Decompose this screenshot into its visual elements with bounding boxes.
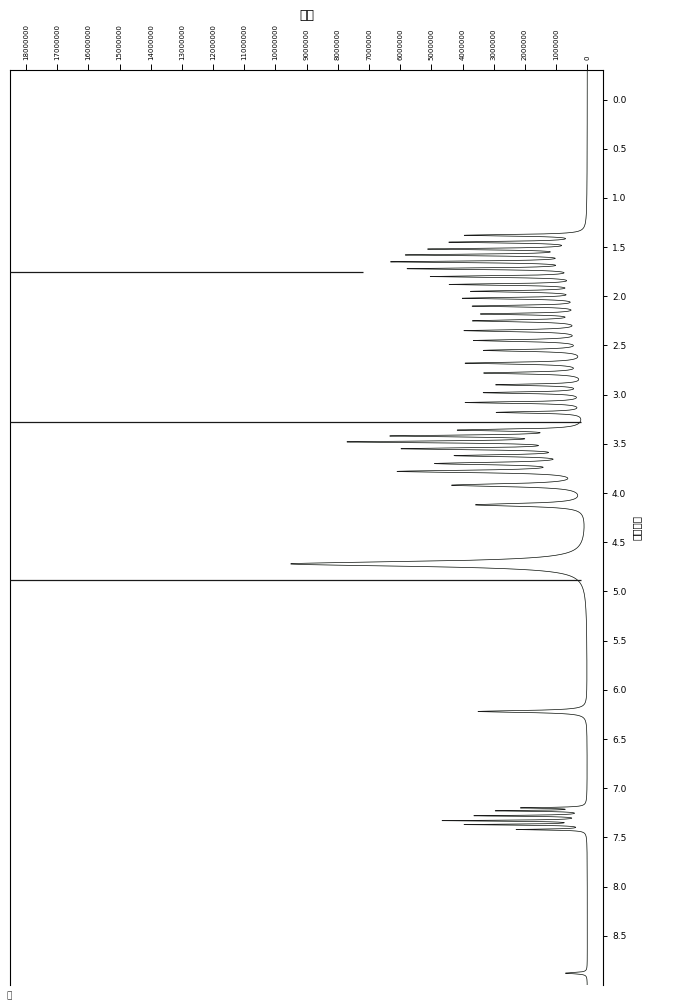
- Title: 积分: 积分: [299, 9, 314, 22]
- Text: 积: 积: [7, 991, 12, 1000]
- Y-axis label: 化学位移: 化学位移: [632, 515, 642, 540]
